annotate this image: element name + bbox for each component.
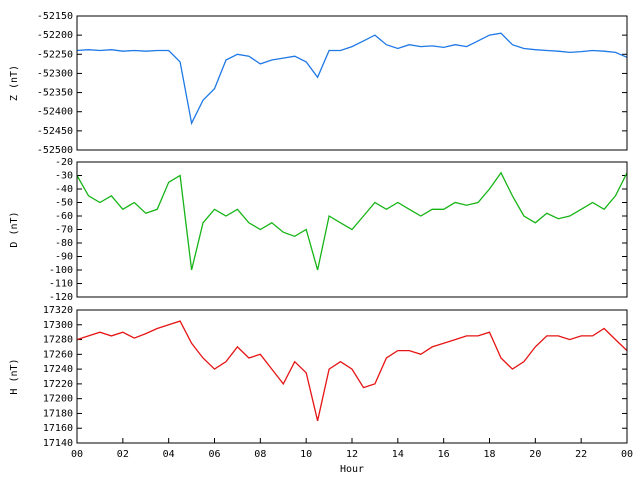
x-tick-label: 18 [483,449,495,460]
x-tick-label: 10 [300,449,312,460]
y-tick-label: 17300 [43,320,73,331]
y-tick-label: -20 [55,157,73,168]
data-line [76,32,628,126]
x-tick-label: 14 [392,449,404,460]
y-tick-label: -52400 [37,107,73,118]
y-tick-label: -70 [55,225,73,236]
y-tick-label: 17140 [43,438,73,449]
y-tick-label: -50 [55,198,73,209]
y-tick-label: -52500 [37,145,73,156]
y-tick-label: 17160 [43,423,73,434]
x-tick-label: 08 [254,449,266,460]
y-axis-label: H (nT) [9,358,20,394]
y-tick-label: 17180 [43,408,73,419]
y-tick-label: 17200 [43,394,73,405]
y-axis-label: D (nT) [9,211,20,247]
y-tick-label: 17240 [43,364,73,375]
y-tick-label: -52450 [37,126,73,137]
plot-frame [76,161,628,298]
y-tick-label: -60 [55,211,73,222]
x-tick-label: 06 [208,449,220,460]
y-tick-label: 17280 [43,335,73,346]
x-tick-label: 04 [163,449,175,460]
y-axis-label: Z (nT) [9,65,20,101]
y-tick-label: 17220 [43,379,73,390]
y-tick-label: -52300 [37,68,73,79]
y-tick-label: -100 [49,265,73,276]
plot-frame [76,15,628,151]
y-tick-label: -90 [55,252,73,263]
x-tick-label: 00 [71,449,83,460]
y-tick-label: -52250 [37,49,73,60]
y-tick-label: -52200 [37,30,73,41]
data-line [76,320,628,421]
y-tick-label: -80 [55,238,73,249]
plot-frame [76,309,628,444]
data-line [76,171,628,271]
y-tick-label: -110 [49,279,73,290]
x-tick-label: 16 [438,449,450,460]
y-tick-label: -40 [55,184,73,195]
x-tick-label: 12 [346,449,358,460]
x-tick-label: 22 [575,449,587,460]
y-tick-label: 17260 [43,349,73,360]
y-tick-label: -30 [55,171,73,182]
x-tick-label: 02 [117,449,129,460]
x-tick-label: 20 [529,449,541,460]
y-tick-label: -52350 [37,88,73,99]
y-tick-label: 17320 [43,305,73,316]
x-axis-label: Hour [340,464,364,475]
y-tick-label: -52150 [37,11,73,22]
x-tick-label: 00 [621,449,633,460]
y-tick-label: -120 [49,292,73,303]
